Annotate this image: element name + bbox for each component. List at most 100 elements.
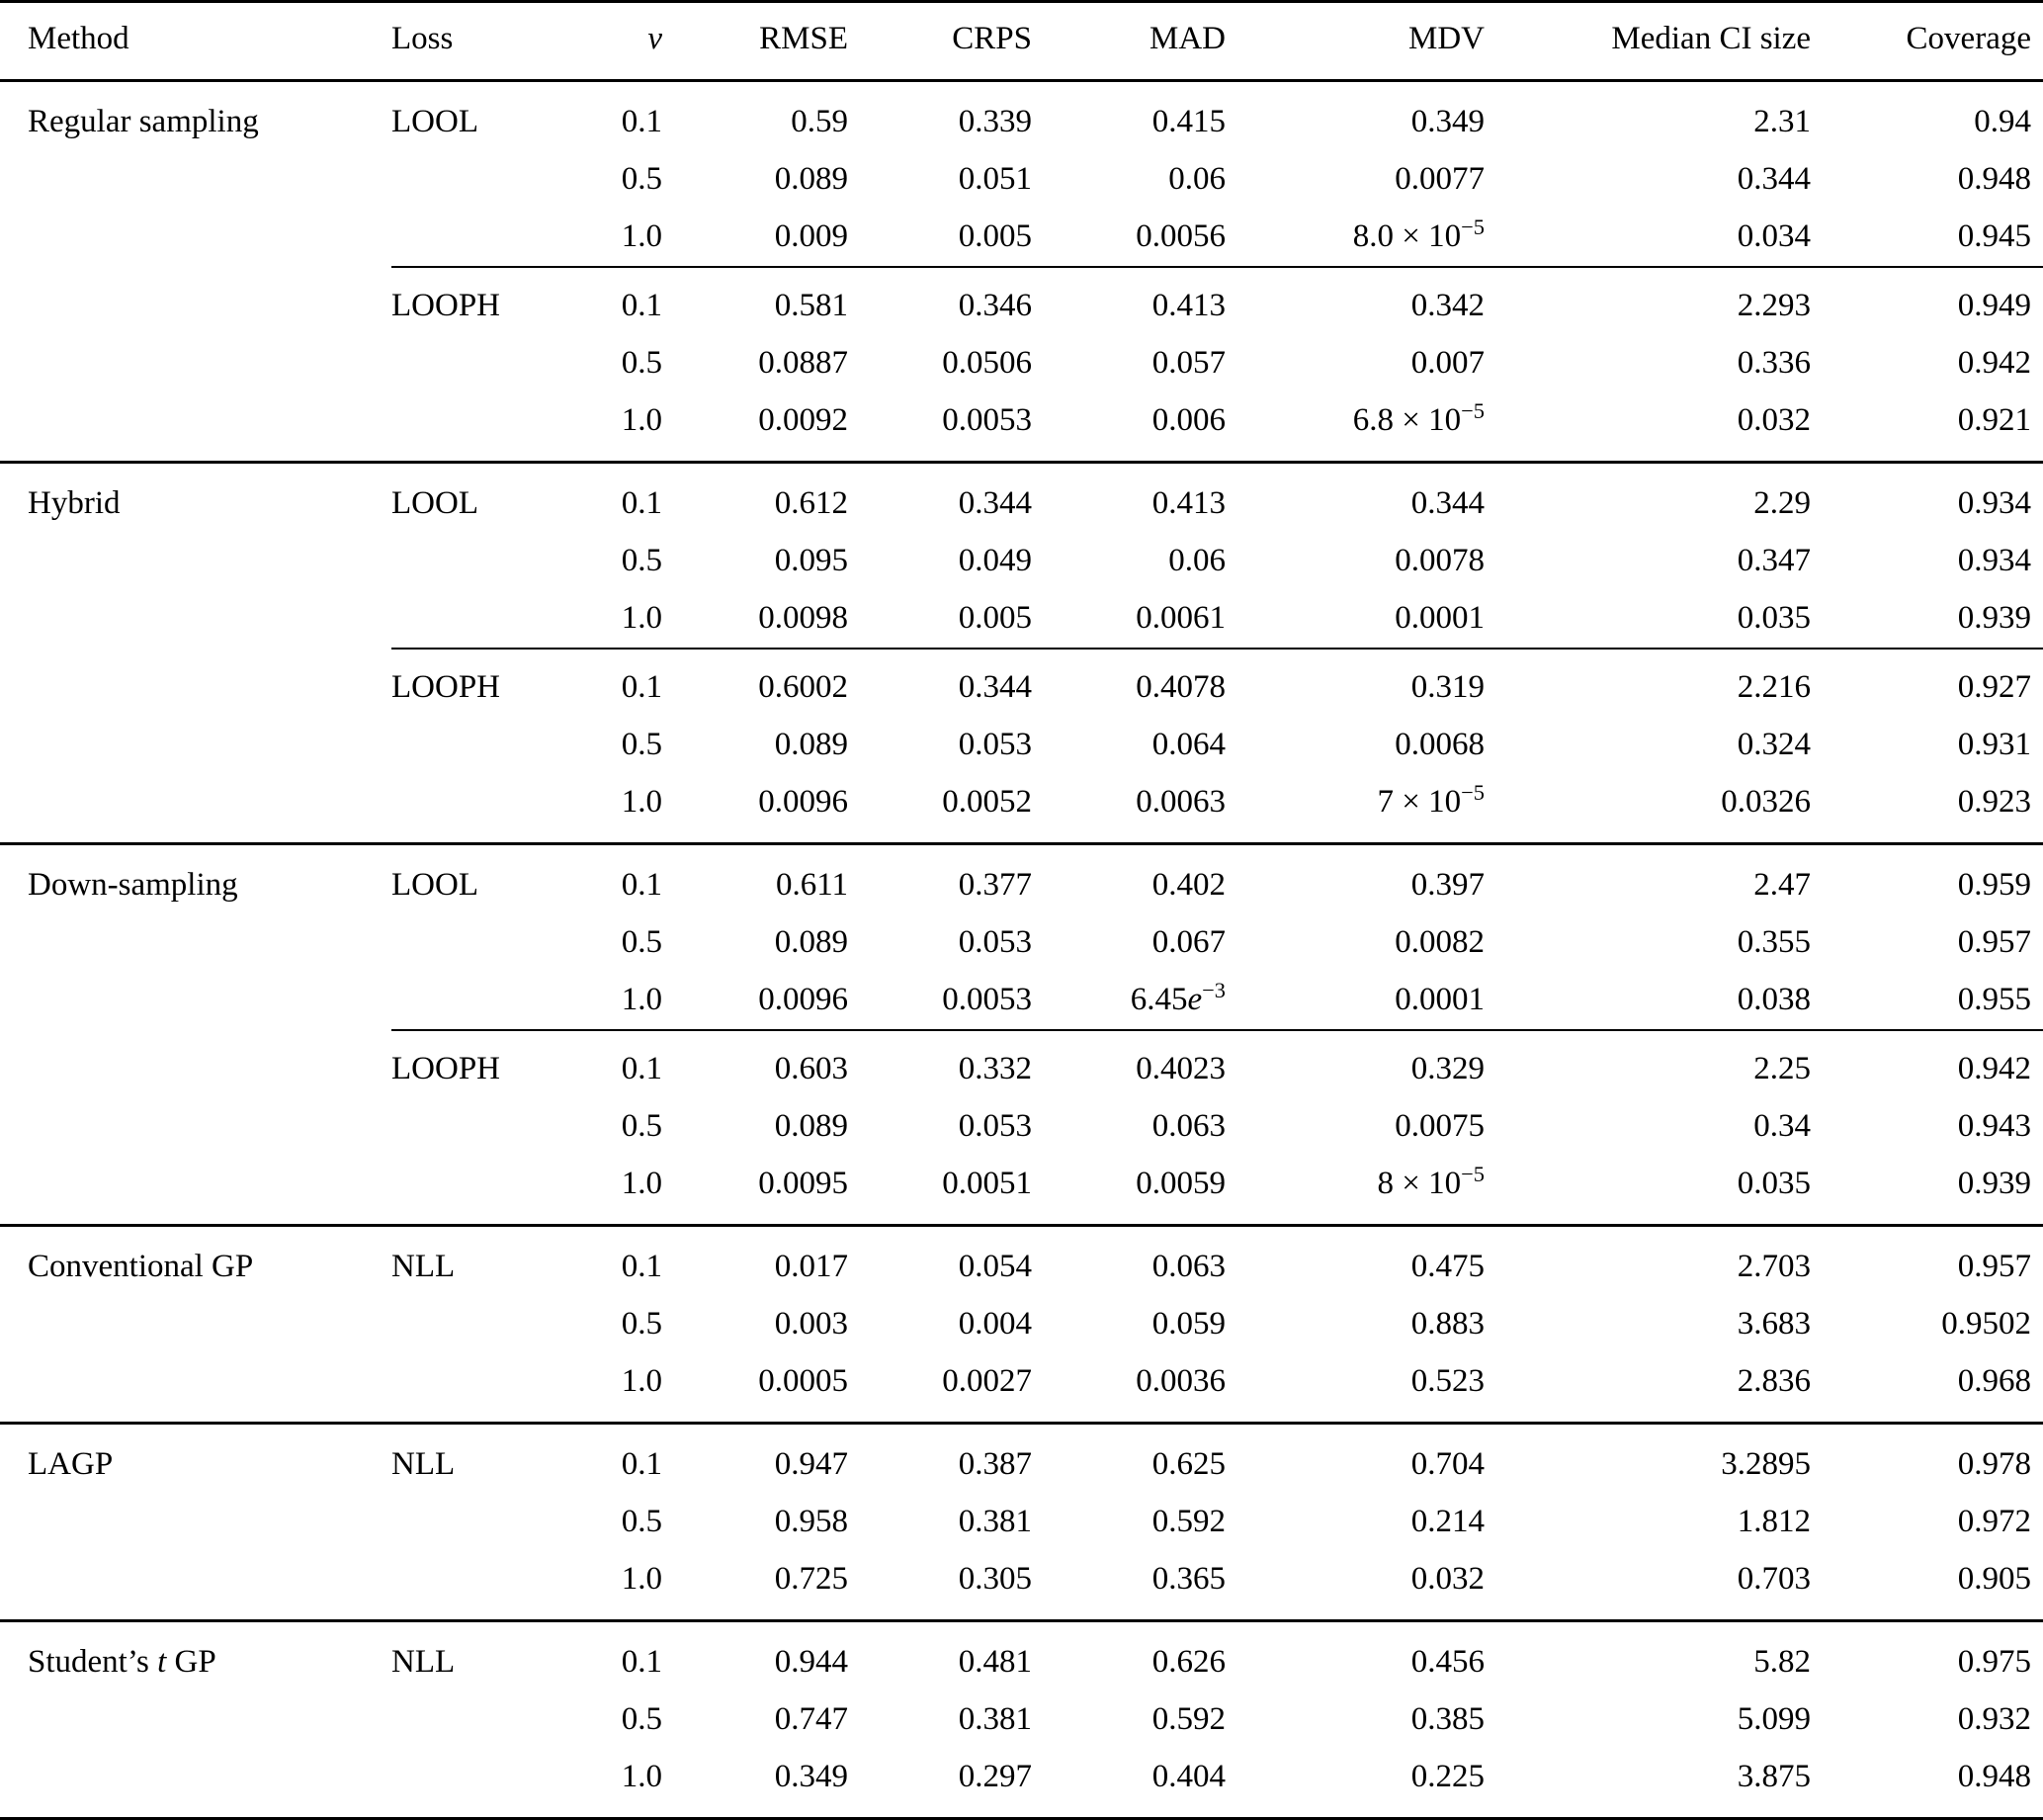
coverage-cell: 0.955 [1957, 982, 2031, 1017]
crps-cell: 0.387 [958, 1446, 1032, 1482]
rmse-cell: 0.0098 [758, 600, 848, 636]
median-ci-cell: 2.836 [1737, 1363, 1811, 1399]
coverage-cell: 0.931 [1957, 727, 2031, 762]
median-ci-cell: 0.324 [1737, 727, 1811, 762]
nu-cell: 0.5 [621, 1701, 662, 1737]
coverage-cell: 0.948 [1957, 1759, 2031, 1794]
loss-cell: LOOPH [391, 648, 571, 717]
table-row: 1.0 0.0092 0.0053 0.006 6.8 × 10−5 0.032 0.921 [0, 392, 2043, 463]
loss-cell [391, 972, 571, 1030]
mdv-cell: 0.0078 [1395, 543, 1485, 578]
method-cell [0, 1691, 391, 1749]
table-row: 0.5 0.095 0.049 0.06 0.0078 0.347 0.934 [0, 533, 2043, 590]
coverage-cell: 0.942 [1811, 1029, 2043, 1098]
table-row: 1.0 0.0096 0.0052 0.0063 7 × 10−5 0.0326 0.923 [0, 774, 2043, 844]
median-ci-cell: 2.703 [1737, 1249, 1811, 1284]
crps-cell: 0.346 [848, 266, 1032, 335]
median-ci-cell: 0.347 [1737, 543, 1811, 578]
crps-cell: 0.332 [848, 1029, 1032, 1098]
mdv-cell: 0.344 [1410, 485, 1485, 521]
crps-cell: 0.305 [958, 1561, 1032, 1597]
median-ci-cell: 2.31 [1753, 104, 1811, 139]
loss-cell [391, 209, 571, 267]
median-ci-cell: 0.0326 [1721, 784, 1811, 820]
nu-cell: 1.0 [621, 982, 662, 1017]
loss-cell: LOOL [391, 867, 478, 903]
column-header: Median CI size [1485, 1, 1811, 82]
coverage-cell: 0.923 [1957, 784, 2031, 820]
coverage-cell: 0.957 [1957, 924, 2031, 960]
method-cell [0, 590, 391, 649]
table-row: 0.5 0.003 0.004 0.059 0.883 3.683 0.9502 [0, 1296, 2043, 1353]
median-ci-cell: 2.47 [1753, 867, 1811, 903]
mad-cell: 0.625 [1151, 1446, 1226, 1482]
median-ci-cell: 3.683 [1737, 1306, 1811, 1342]
loss-cell [391, 335, 571, 392]
median-ci-cell: 0.035 [1737, 600, 1811, 636]
mdv-cell: 0.342 [1226, 266, 1485, 335]
coverage-cell: 0.942 [1957, 345, 2031, 381]
median-ci-cell: 2.293 [1485, 266, 1811, 335]
coverage-cell: 0.943 [1957, 1108, 2031, 1144]
mad-cell: 0.063 [1151, 1108, 1226, 1144]
column-header: MDV [1226, 1, 1485, 82]
rmse-cell: 0.603 [662, 1029, 848, 1098]
coverage-cell: 0.939 [1957, 600, 2031, 636]
mdv-cell: 8 × 10−5 [1377, 1162, 1486, 1201]
mad-cell: 0.067 [1151, 924, 1226, 960]
mad-cell: 0.006 [1151, 402, 1226, 438]
loss-cell [391, 1551, 571, 1621]
crps-cell: 0.381 [958, 1504, 1032, 1539]
median-ci-cell: 0.035 [1737, 1166, 1811, 1201]
method-cell [0, 717, 391, 774]
nu-cell: 1.0 [621, 218, 662, 254]
rmse-cell: 0.003 [774, 1306, 848, 1342]
median-ci-cell: 5.099 [1737, 1701, 1811, 1737]
table-row: 1.0 0.725 0.305 0.365 0.032 0.703 0.905 [0, 1551, 2043, 1621]
nu-cell: 0.1 [571, 1029, 662, 1098]
mad-cell: 0.063 [1151, 1249, 1226, 1284]
median-ci-cell: 0.703 [1737, 1561, 1811, 1597]
rmse-cell: 0.947 [774, 1446, 848, 1482]
column-header: Method [0, 1, 391, 82]
mad-cell: 0.059 [1151, 1306, 1226, 1342]
method-cell [0, 209, 391, 267]
rmse-cell: 0.089 [774, 161, 848, 197]
nu-cell: 0.5 [621, 924, 662, 960]
table-row: 1.0 0.349 0.297 0.404 0.225 3.875 0.948 [0, 1749, 2043, 1819]
mad-cell: 0.4078 [1032, 648, 1226, 717]
nu-cell: 1.0 [621, 402, 662, 438]
rmse-cell: 0.0887 [758, 345, 848, 381]
rmse-cell: 0.581 [662, 266, 848, 335]
rmse-cell: 0.009 [774, 218, 848, 254]
table-row: 1.0 0.0095 0.0051 0.0059 8 × 10−5 0.035 0.939 [0, 1156, 2043, 1226]
crps-cell: 0.054 [958, 1249, 1032, 1284]
loss-cell [391, 151, 571, 209]
method-cell [0, 1156, 391, 1226]
median-ci-cell: 1.812 [1737, 1504, 1811, 1539]
loss-cell [391, 392, 571, 463]
nu-cell: 0.5 [621, 161, 662, 197]
rmse-cell: 0.958 [774, 1504, 848, 1539]
mad-cell: 0.365 [1151, 1561, 1226, 1597]
method-cell: Student’s t GP [28, 1644, 216, 1680]
rmse-cell: 0.095 [774, 543, 848, 578]
coverage-cell: 0.957 [1957, 1249, 2031, 1284]
coverage-cell: 0.921 [1957, 402, 2031, 438]
table-row: Student’s t GP NLL 0.1 0.944 0.481 0.626 0.456… [0, 1621, 2043, 1692]
rmse-cell: 0.349 [774, 1759, 848, 1794]
table-row: 0.5 0.089 0.053 0.067 0.0082 0.355 0.957 [0, 914, 2043, 972]
loss-cell [391, 1691, 571, 1749]
crps-cell: 0.0053 [942, 402, 1032, 438]
coverage-cell: 0.934 [1957, 485, 2031, 521]
method-section: Down-sampling LOOL 0.1 0.611 0.377 0.402 0.397… [0, 843, 2043, 1226]
nu-cell: 0.5 [621, 727, 662, 762]
mdv-cell: 0.0001 [1395, 982, 1485, 1017]
mad-cell: 0.064 [1151, 727, 1226, 762]
table-row: 0.5 0.089 0.053 0.063 0.0075 0.34 0.943 [0, 1098, 2043, 1156]
crps-cell: 0.344 [958, 485, 1032, 521]
rmse-cell: 0.0092 [758, 402, 848, 438]
loss-cell [391, 1494, 571, 1551]
median-ci-cell: 0.344 [1737, 161, 1811, 197]
nu-cell: 0.1 [571, 648, 662, 717]
